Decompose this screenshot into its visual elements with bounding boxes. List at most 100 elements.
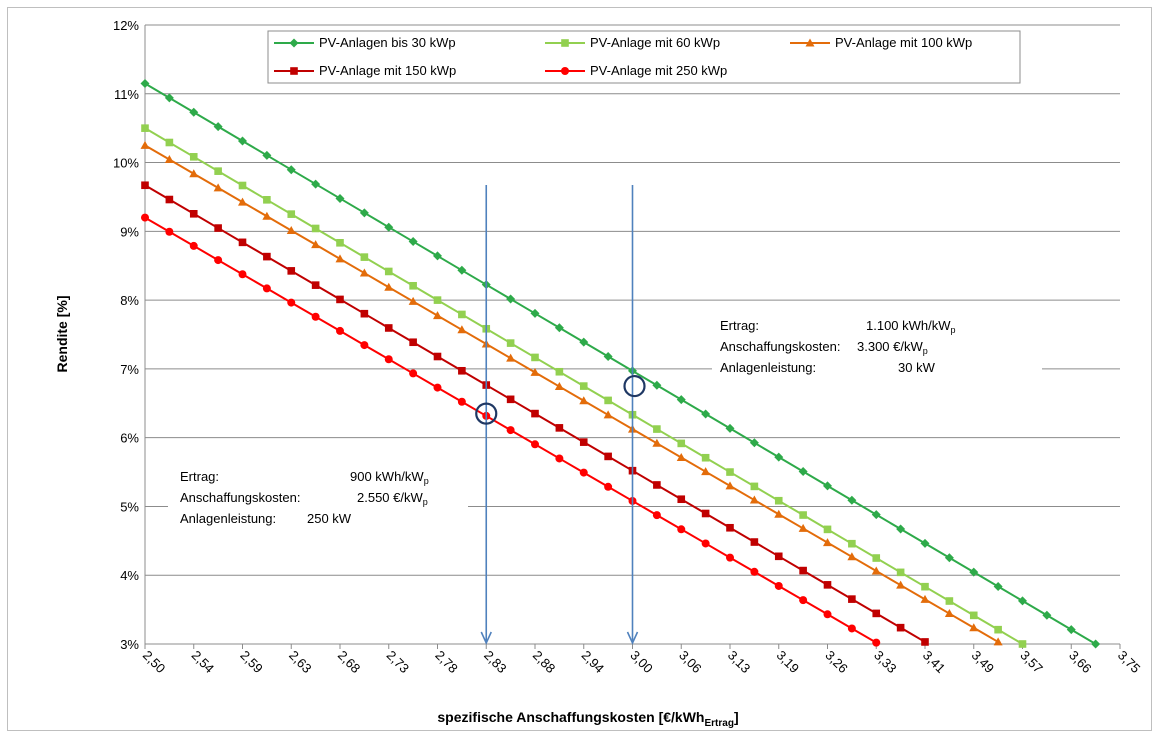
data-point — [847, 495, 857, 505]
data-point — [262, 150, 272, 160]
data-point — [1091, 639, 1101, 649]
data-point — [677, 439, 686, 448]
data-point — [384, 324, 393, 332]
data-point — [823, 610, 832, 619]
series-3 — [140, 140, 1003, 646]
x-tick-label: 2,73 — [384, 648, 413, 677]
data-point — [993, 637, 1003, 646]
x-tick-label: 2,83 — [481, 648, 510, 677]
data-point — [774, 509, 784, 518]
data-point — [286, 225, 296, 234]
data-point — [189, 241, 198, 250]
y-tick-label: 11% — [114, 87, 139, 102]
data-point — [1018, 596, 1027, 606]
data-point — [823, 481, 832, 491]
data-point — [555, 367, 564, 376]
data-point — [726, 553, 734, 562]
data-point — [652, 438, 662, 447]
data-point — [969, 567, 979, 577]
data-point — [311, 240, 321, 249]
y-tick-label: 10% — [113, 156, 139, 171]
data-point — [676, 395, 686, 405]
x-tick-label: 3,13 — [725, 648, 754, 677]
data-point — [238, 270, 247, 279]
data-point — [701, 509, 710, 518]
data-point — [433, 311, 442, 320]
data-point — [652, 380, 662, 390]
x-tick-label: 3,33 — [871, 648, 900, 677]
data-point — [725, 423, 735, 433]
data-point — [360, 253, 369, 261]
data-point — [920, 538, 930, 548]
data-point — [530, 308, 540, 318]
legend-item: PV-Anlage mit 250 kWp — [545, 63, 727, 78]
data-point — [311, 281, 320, 289]
data-point — [677, 525, 686, 534]
data-point — [141, 181, 149, 190]
x-tick-label: 2,94 — [579, 648, 608, 677]
data-point — [555, 454, 564, 463]
data-point — [726, 468, 734, 476]
x-tick-label: 2,68 — [335, 648, 364, 677]
data-point — [725, 481, 735, 490]
data-point — [579, 438, 588, 446]
data-point — [213, 122, 223, 132]
data-point — [409, 338, 417, 347]
data-point — [165, 195, 174, 204]
data-point — [506, 339, 515, 347]
series-1 — [140, 78, 1101, 649]
data-point — [969, 623, 979, 632]
data-point — [554, 382, 564, 391]
x-tick-label: 3,66 — [1066, 648, 1095, 677]
legend: PV-Anlagen bis 30 kWp PV-Anlage mit 60 kW… — [267, 30, 1021, 84]
data-point — [676, 452, 686, 461]
data-point — [214, 224, 222, 232]
x-tick-label: 3,75 — [1115, 648, 1144, 677]
highlight-circle — [623, 374, 646, 398]
y-tick-label: 9% — [120, 224, 139, 239]
y-axis-title: Rendite [%] — [54, 296, 70, 373]
data-point — [871, 510, 881, 520]
data-point — [896, 580, 906, 589]
data-point — [749, 495, 759, 504]
x-tick-label: 2,88 — [530, 648, 559, 677]
data-point — [141, 124, 149, 132]
data-point — [896, 524, 906, 534]
data-point — [1042, 610, 1052, 620]
y-tick-label: 5% — [120, 499, 139, 514]
data-point — [384, 267, 393, 276]
data-point — [141, 213, 149, 222]
x-tick-label: 3,26 — [822, 648, 851, 677]
data-point — [701, 467, 711, 476]
data-point — [579, 337, 589, 347]
y-tick-label: 3% — [120, 637, 139, 652]
legend-label: PV-Anlagen bis 30 kWp — [319, 35, 456, 50]
data-point — [774, 452, 784, 462]
y-tick-label: 4% — [120, 568, 139, 583]
data-point — [774, 496, 783, 505]
data-point — [701, 409, 711, 419]
data-point — [798, 467, 808, 477]
data-point — [603, 410, 613, 419]
data-point — [214, 256, 223, 265]
data-point — [164, 93, 174, 103]
data-point — [408, 237, 418, 247]
data-point — [189, 107, 199, 117]
data-point — [311, 179, 321, 189]
data-point — [848, 539, 856, 548]
data-point — [847, 552, 857, 561]
data-point — [701, 453, 710, 462]
x-tick-label: 3,57 — [1017, 648, 1046, 677]
data-point — [263, 196, 271, 204]
series-line — [144, 82, 1097, 645]
data-point — [287, 210, 296, 218]
data-point — [896, 623, 905, 632]
data-point — [872, 638, 881, 647]
legend-label: PV-Anlage mit 60 kWp — [590, 35, 720, 50]
data-point — [554, 323, 564, 333]
annotation-value: 900 kWh/kWp — [350, 469, 429, 486]
data-point — [799, 596, 808, 605]
data-point — [433, 251, 442, 261]
data-point — [189, 153, 198, 161]
data-point — [140, 78, 150, 88]
